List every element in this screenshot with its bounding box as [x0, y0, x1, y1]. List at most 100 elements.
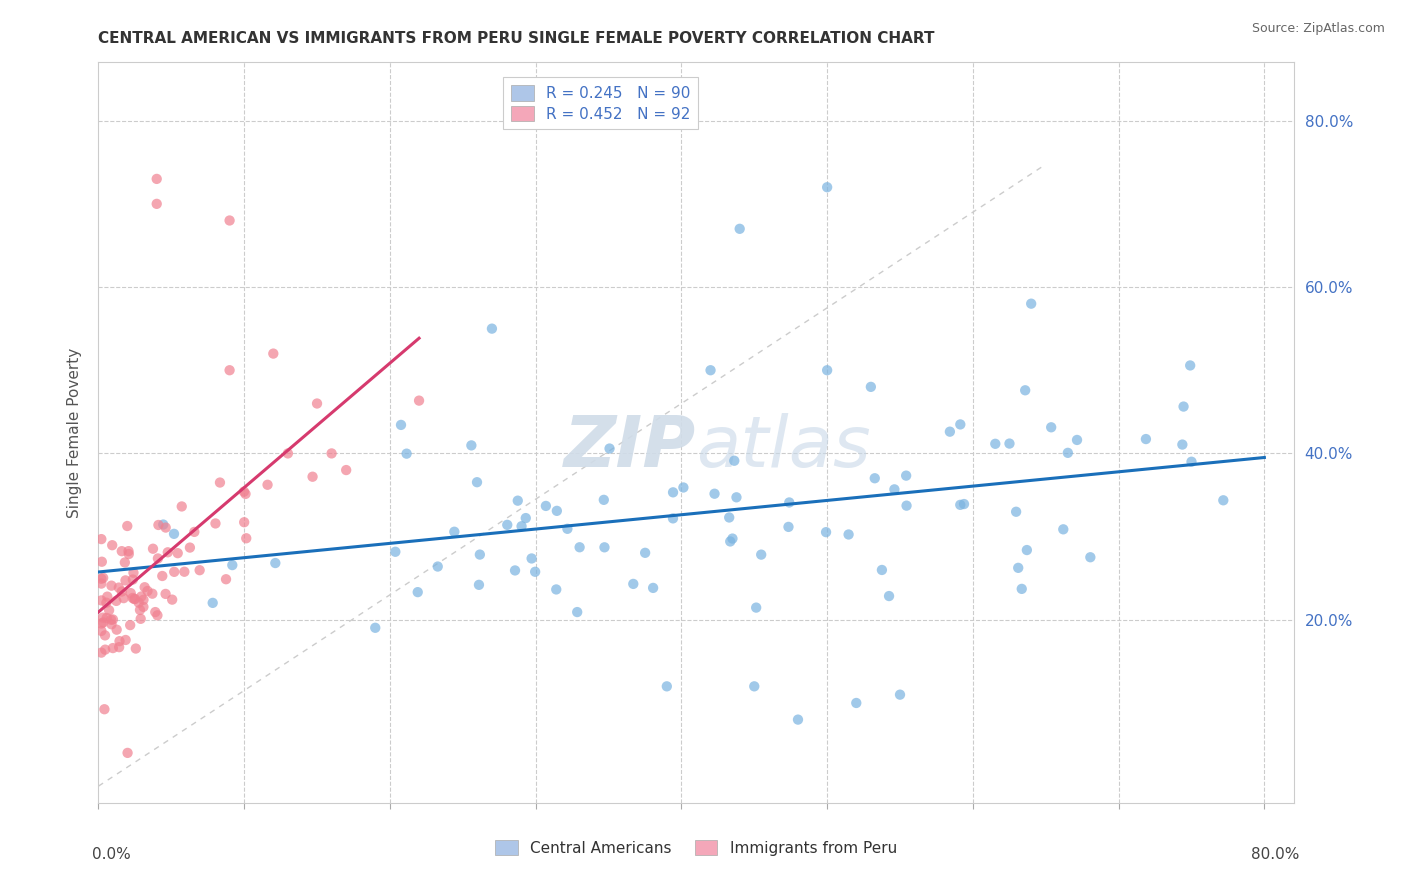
Point [546, 582, 568, 597]
Point [599, 442, 621, 456]
Legend: Central Americans, Immigrants from Peru: Central Americans, Immigrants from Peru [489, 834, 903, 862]
Point [91, 571, 114, 585]
Point [672, 481, 695, 495]
Point [662, 485, 685, 500]
Point [129, 612, 152, 626]
Point [1135, 432, 1157, 446]
Point [949, 498, 972, 512]
Point [235, 531, 257, 545]
Point [101, 538, 124, 552]
Point [863, 471, 886, 485]
Point [264, 556, 287, 570]
Point [156, 545, 179, 559]
Point [662, 511, 685, 525]
Point [114, 574, 136, 588]
Point [481, 321, 503, 335]
Point [90, 532, 112, 546]
Point [655, 679, 678, 693]
Point [93, 702, 115, 716]
Point [129, 603, 152, 617]
Point [117, 519, 139, 533]
Point [163, 565, 186, 579]
Point [108, 581, 131, 595]
Point [408, 393, 430, 408]
Point [90, 624, 112, 638]
Point [90, 616, 112, 631]
Point [90, 646, 112, 660]
Point [90, 572, 112, 586]
Point [100, 613, 122, 627]
Point [218, 363, 240, 377]
Point [146, 551, 169, 566]
Point [233, 484, 256, 499]
Point [859, 380, 882, 394]
Point [94, 628, 117, 642]
Point [301, 469, 323, 483]
Point [568, 541, 591, 555]
Point [201, 596, 224, 610]
Point [395, 447, 418, 461]
Point [838, 527, 860, 541]
Point [1019, 296, 1042, 310]
Point [277, 446, 299, 460]
Point [889, 688, 911, 702]
Point [1173, 400, 1195, 414]
Point [1056, 446, 1078, 460]
Point [120, 618, 142, 632]
Point [592, 492, 614, 507]
Point [208, 475, 231, 490]
Point [101, 612, 124, 626]
Point [129, 590, 152, 604]
Point [111, 544, 134, 558]
Point [143, 605, 166, 619]
Point [305, 396, 328, 410]
Point [749, 548, 772, 562]
Point [815, 525, 838, 540]
Point [510, 519, 533, 533]
Text: 0.0%: 0.0% [93, 847, 131, 863]
Point [384, 545, 406, 559]
Point [778, 520, 800, 534]
Point [1040, 420, 1063, 434]
Point [108, 634, 131, 648]
Point [112, 591, 135, 606]
Text: 80.0%: 80.0% [1251, 847, 1299, 863]
Point [1180, 455, 1202, 469]
Point [699, 363, 721, 377]
Point [132, 592, 155, 607]
Point [426, 559, 449, 574]
Point [1078, 550, 1101, 565]
Point [520, 551, 543, 566]
Point [90, 576, 112, 591]
Point [152, 517, 174, 532]
Point [188, 563, 211, 577]
Point [503, 564, 526, 578]
Point [94, 642, 117, 657]
Point [725, 491, 748, 505]
Point [1180, 359, 1202, 373]
Point [134, 580, 156, 594]
Point [465, 475, 488, 490]
Point [163, 526, 186, 541]
Point [877, 589, 900, 603]
Point [939, 425, 962, 439]
Point [1052, 522, 1074, 536]
Point [148, 518, 170, 533]
Point [443, 524, 465, 539]
Point [121, 591, 143, 605]
Point [262, 346, 284, 360]
Point [896, 499, 918, 513]
Point [118, 547, 141, 561]
Point [1011, 582, 1033, 596]
Point [128, 596, 150, 610]
Point [105, 594, 128, 608]
Point [215, 572, 238, 586]
Point [524, 565, 547, 579]
Point [125, 641, 148, 656]
Point [534, 499, 557, 513]
Point [183, 524, 205, 539]
Point [90, 593, 112, 607]
Point [218, 213, 240, 227]
Point [1171, 437, 1194, 451]
Point [1007, 561, 1029, 575]
